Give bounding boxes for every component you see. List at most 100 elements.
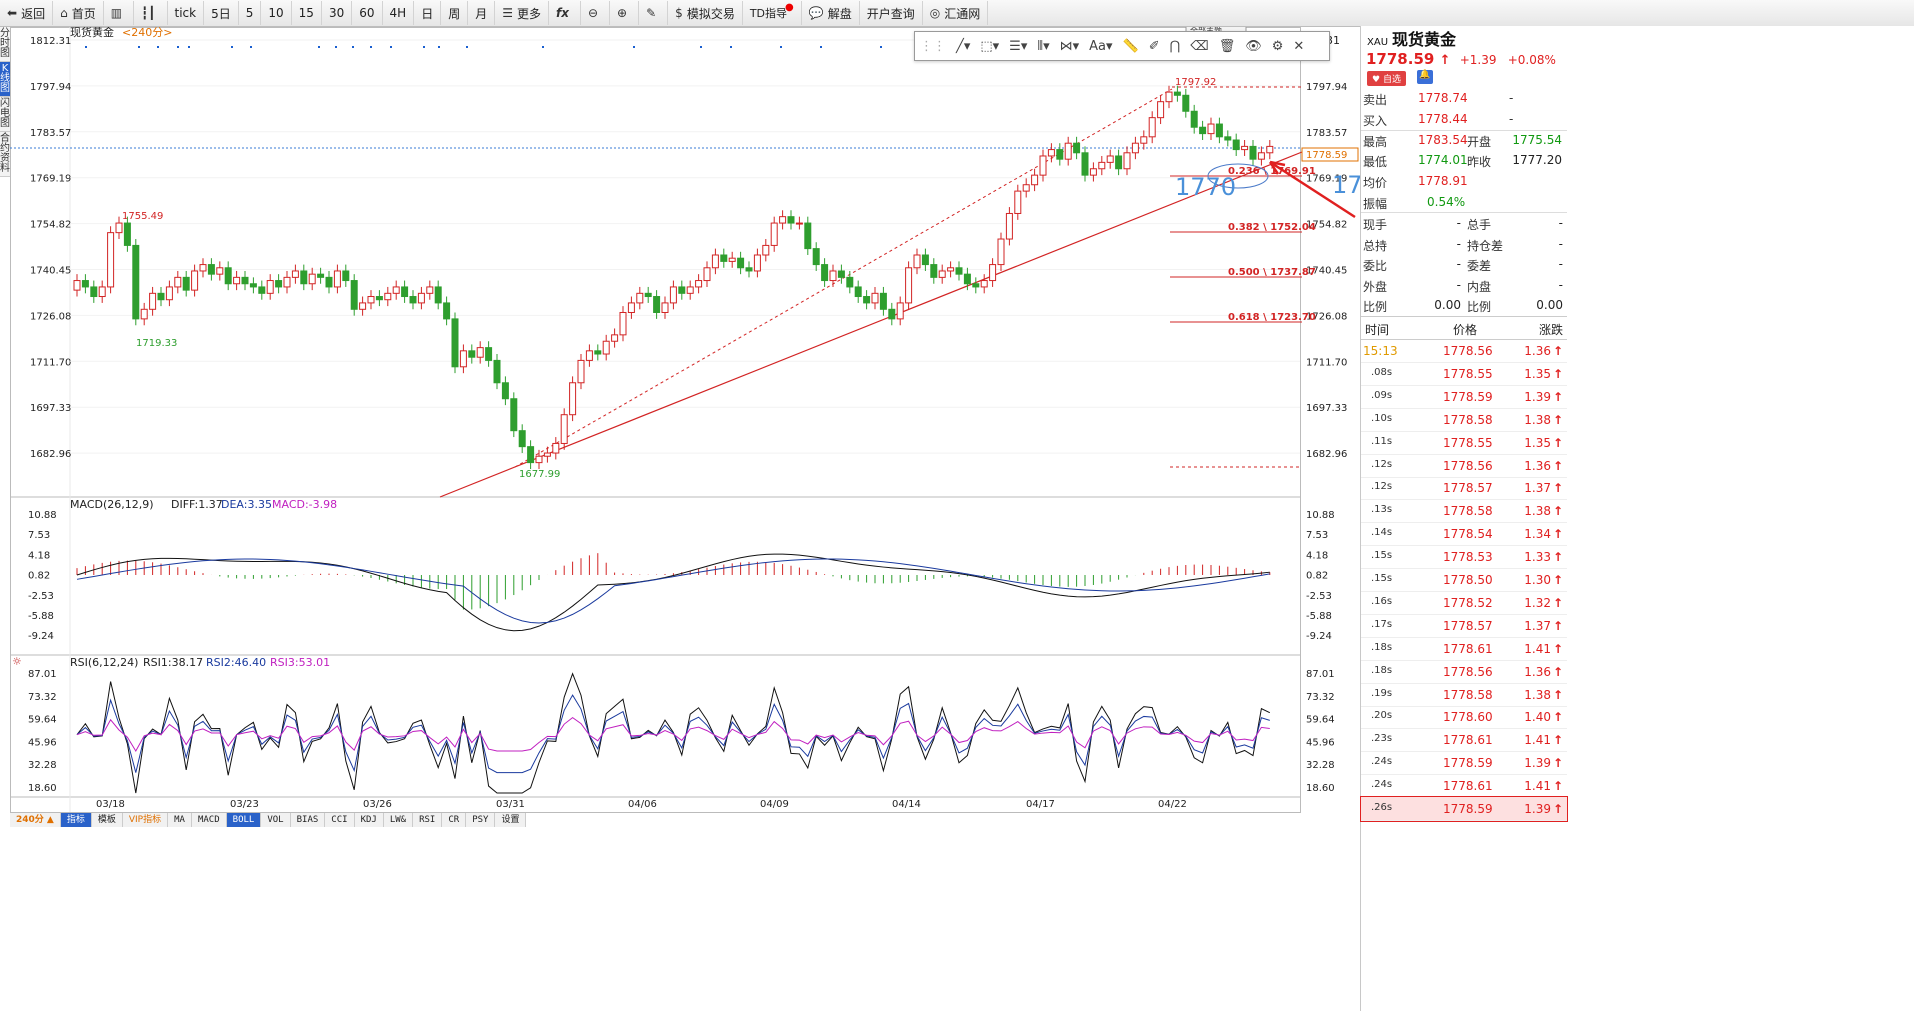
- tab-cr[interactable]: CR: [442, 813, 467, 827]
- candle-body: [787, 216, 795, 224]
- period-30[interactable]: 30: [322, 1, 353, 25]
- drag-handle-icon[interactable]: ⋮⋮: [920, 38, 946, 54]
- period-5[interactable]: 5: [239, 1, 262, 25]
- tab-kdj[interactable]: KDJ: [354, 813, 384, 827]
- signal-dot: [250, 46, 252, 48]
- tab-vip[interactable]: VIP指标: [122, 813, 169, 827]
- tab-macd[interactable]: MACD: [191, 813, 227, 827]
- tab-cci[interactable]: CCI: [325, 813, 355, 827]
- period-tick[interactable]: tick: [168, 1, 205, 25]
- tab-flash[interactable]: 闪电图: [0, 97, 10, 132]
- pattern-tool-icon[interactable]: ⋈▾: [1059, 38, 1080, 54]
- period-60[interactable]: 60: [352, 1, 383, 25]
- formula-button[interactable]: fx: [549, 1, 581, 25]
- trash-icon[interactable]: 🗑: [1218, 38, 1236, 54]
- eraser-icon[interactable]: ⌫: [1190, 38, 1209, 54]
- brush-icon[interactable]: ✐: [1148, 38, 1160, 54]
- tick-row: .14s 1778.54 1.34 ↑: [1361, 522, 1567, 547]
- close-icon[interactable]: ✕: [1293, 38, 1305, 54]
- analysis-button[interactable]: 💬 解盘: [802, 1, 860, 25]
- rsi3-value: RSI3:53.01: [270, 656, 330, 669]
- period-4h[interactable]: 4H: [383, 1, 415, 25]
- period-5day[interactable]: 5日: [204, 1, 239, 25]
- channel-tool-icon[interactable]: ⦀▾: [1037, 38, 1050, 54]
- price-tick-right: 1726.08: [1306, 311, 1347, 322]
- macd-value: MACD:-3.98: [272, 498, 337, 511]
- tab-kline[interactable]: K线图: [0, 62, 10, 97]
- sim-trade-button[interactable]: $ 模拟交易: [668, 1, 743, 25]
- tab-psy[interactable]: PSY: [466, 813, 496, 827]
- date-tick: 03/26: [363, 799, 392, 810]
- tab-contract-info[interactable]: 合约资料: [0, 132, 10, 177]
- period-selector[interactable]: 240分 ▲: [10, 813, 61, 827]
- tab-lwr[interactable]: LW&: [383, 813, 414, 827]
- fibonacci-levels[interactable]: 0.236 \ 1769.91 0.382 \ 1752.04 0.500 \ …: [1170, 166, 1316, 468]
- signal-dot: [370, 46, 372, 48]
- fib-tool-icon[interactable]: ☰▾: [1009, 38, 1028, 54]
- fx678-button[interactable]: ◎ 汇通网: [923, 1, 989, 25]
- bell-icon[interactable]: 🔔: [1417, 70, 1433, 84]
- chart-type-button[interactable]: ▥: [104, 1, 135, 25]
- shape-tool-icon[interactable]: ⬚▾: [980, 38, 1000, 54]
- candle-body: [1148, 117, 1156, 138]
- candle-body: [493, 359, 501, 384]
- zoom-in-button[interactable]: ⊕: [610, 1, 640, 25]
- text-tool-icon[interactable]: Aa▾: [1089, 38, 1113, 54]
- up-arrow-icon: ↑: [1552, 366, 1563, 381]
- macd-tick-left: 10.88: [28, 510, 57, 521]
- account-query-button[interactable]: 开户查询: [860, 1, 923, 25]
- quote-stat-row: 外盘 - 内盘 -: [1363, 277, 1563, 294]
- tab-indicators[interactable]: 指标: [60, 813, 92, 827]
- price-tick-right: 1740.45: [1306, 266, 1347, 277]
- tab-settings[interactable]: 设置: [495, 813, 527, 827]
- rsi-tick-right: 73.32: [1306, 692, 1335, 703]
- candle-body: [1106, 155, 1114, 163]
- high-price-label: 1797.92: [1175, 77, 1216, 88]
- zoom-out-button[interactable]: ⊖: [581, 1, 611, 25]
- candle-body: [1005, 212, 1013, 240]
- period-15[interactable]: 15: [292, 1, 322, 25]
- line-tool-icon[interactable]: ╱▾: [956, 38, 971, 54]
- period-month[interactable]: 月: [468, 1, 496, 25]
- add-favorite-button[interactable]: ♥ 自选: [1367, 71, 1406, 86]
- period-day[interactable]: 日: [414, 1, 442, 25]
- more-button[interactable]: ☰ 更多: [495, 1, 550, 25]
- gear-icon[interactable]: ⚙: [1271, 38, 1284, 54]
- tick-row: .17s 1778.57 1.37 ↑: [1361, 614, 1567, 638]
- candle-body: [98, 286, 106, 298]
- candle-body: [905, 267, 913, 304]
- candle-type-button[interactable]: ┇┃: [134, 1, 168, 25]
- tab-timeshare[interactable]: 分时图: [0, 27, 10, 62]
- macd-tick-right: 7.53: [1306, 530, 1328, 541]
- candle-body: [1165, 91, 1173, 103]
- up-arrow-icon: ↑: [1552, 664, 1563, 679]
- draw-button[interactable]: ✎: [639, 1, 669, 25]
- back-button[interactable]: ⬅ 返回: [0, 1, 54, 25]
- candle-body: [863, 296, 871, 304]
- signal-dot: [700, 46, 702, 48]
- period-week[interactable]: 周: [441, 1, 469, 25]
- tab-templates[interactable]: 模板: [91, 813, 123, 827]
- period-10[interactable]: 10: [261, 1, 292, 25]
- candle-body: [636, 292, 644, 304]
- signal-dot: [880, 46, 882, 48]
- tab-bias[interactable]: BIAS: [290, 813, 326, 827]
- trend-line-support[interactable]: [439, 151, 1303, 498]
- up-arrow-icon: ↑: [1439, 53, 1451, 68]
- tab-ma[interactable]: MA: [168, 813, 192, 827]
- tab-vol[interactable]: VOL: [261, 813, 291, 827]
- candle-body: [174, 276, 182, 288]
- magnet-icon[interactable]: ⋂: [1169, 38, 1181, 54]
- eye-icon[interactable]: 👁: [1245, 38, 1262, 54]
- rsi-settings-icon[interactable]: ☼: [12, 655, 22, 668]
- home-button[interactable]: ⌂ 首页: [53, 1, 104, 25]
- td-guide-button[interactable]: TD指导 ●: [743, 1, 802, 25]
- tab-boll[interactable]: BOLL: [226, 813, 262, 827]
- quote-amp-row: 振幅 0.54%: [1363, 195, 1466, 211]
- kline-chart[interactable]: 现货黄金 <240分> 31 全部主题 1812.311812.311797.9…: [10, 27, 1360, 813]
- candle-body: [140, 308, 148, 320]
- signal-dot: [177, 46, 179, 48]
- ruler-icon[interactable]: 📏: [1122, 38, 1139, 54]
- candle-body: [342, 270, 350, 282]
- tab-rsi[interactable]: RSI: [413, 813, 443, 827]
